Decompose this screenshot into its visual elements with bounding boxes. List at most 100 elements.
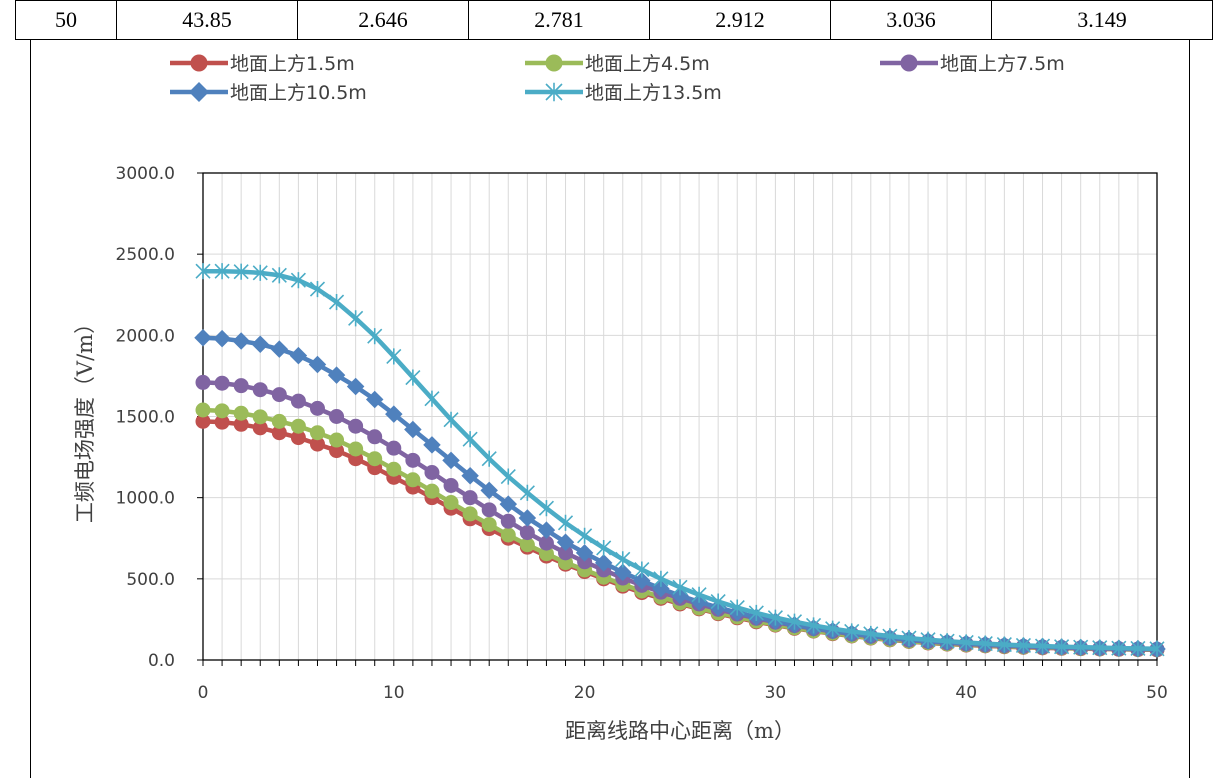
data-point (365, 390, 384, 409)
data-point (405, 472, 421, 488)
data-point (385, 405, 403, 423)
data-point (214, 403, 230, 419)
data-point (519, 484, 535, 501)
data-point (329, 409, 345, 424)
data-point (748, 604, 764, 621)
data-point (844, 623, 860, 640)
data-point (462, 490, 478, 506)
data-point (1073, 639, 1089, 656)
legend-item: 地面上方13.5m (525, 82, 722, 104)
data-point (252, 264, 268, 281)
x-tick-label: 0 (198, 683, 209, 703)
data-point (462, 506, 478, 522)
data-point (190, 54, 208, 72)
data-point (233, 378, 249, 394)
data-point (404, 420, 422, 439)
data-point (423, 436, 441, 454)
data-point (767, 609, 783, 626)
data-point (232, 332, 250, 350)
legend-item: 地面上方1.5m (170, 53, 355, 75)
data-point (194, 329, 212, 347)
data-point (672, 579, 688, 596)
y-tick-label: 500.0 (126, 570, 175, 590)
legend-label: 地面上方13.5m (585, 82, 722, 104)
data-point (1092, 639, 1108, 656)
data-point (424, 465, 440, 481)
table-cell: 2.781 (468, 0, 650, 40)
data-point (545, 82, 563, 102)
table-cell: 3.036 (830, 0, 992, 40)
y-tick-label: 2000.0 (116, 326, 175, 346)
data-point (958, 634, 974, 651)
data-point (252, 409, 268, 425)
data-point (863, 625, 879, 642)
data-point (538, 500, 555, 517)
data-point (233, 405, 249, 421)
x-tick-label: 40 (955, 683, 977, 703)
data-point (251, 335, 269, 354)
data-point (825, 620, 841, 637)
data-point (920, 631, 936, 648)
chart-frame (30, 40, 1190, 778)
data-point (901, 630, 917, 647)
table-cell: 3.149 (991, 0, 1213, 40)
data-point (481, 516, 497, 532)
data-point (213, 329, 231, 348)
data-point (1054, 638, 1070, 655)
legend: 地面上方1.5m 地面上方4.5m 地面上方7.5m 地面上方10.5m 地面上方13.… (170, 53, 1065, 104)
data-point (633, 572, 651, 590)
data-point (519, 525, 535, 541)
data-point (518, 509, 537, 527)
data-point (1034, 637, 1051, 655)
data-point (575, 544, 594, 562)
table-cell: 50 (15, 0, 117, 40)
data-point (1015, 637, 1032, 654)
data-point (214, 375, 230, 391)
data-point (500, 513, 516, 529)
data-point (996, 636, 1012, 653)
x-tick-label: 20 (574, 683, 596, 703)
legend-item: 地面上方7.5m (880, 53, 1065, 75)
data-point (653, 570, 669, 587)
legend-label: 地面上方4.5m (585, 53, 710, 75)
data-point (195, 263, 211, 280)
data-point (500, 468, 516, 485)
data-point (308, 355, 327, 374)
data-point (499, 495, 518, 513)
y-tick-label: 3000.0 (116, 164, 175, 184)
legend-label: 地面上方7.5m (940, 53, 1065, 75)
data-point (462, 431, 478, 448)
data-point (481, 450, 497, 467)
data-point (443, 477, 459, 493)
data-point (328, 294, 345, 311)
data-point (424, 390, 440, 407)
data-point (500, 527, 516, 543)
legend-item: 地面上方4.5m (525, 53, 710, 75)
table-cell: 2.912 (649, 0, 831, 40)
data-point (386, 348, 402, 365)
data-point (367, 328, 383, 345)
x-tick-label: 50 (1146, 683, 1168, 703)
data-point (386, 461, 402, 477)
data-point (290, 418, 306, 434)
data-point (348, 310, 364, 327)
y-tick-label: 2500.0 (116, 245, 175, 265)
data-point (977, 635, 993, 652)
x-axis-label: 距离线路中心距离（m） (565, 719, 795, 743)
data-point (271, 387, 287, 403)
data-point (557, 514, 574, 531)
data-point (348, 418, 364, 434)
data-point (329, 432, 345, 448)
data-point (443, 495, 459, 511)
data-point (290, 393, 306, 409)
data-point (195, 402, 211, 418)
y-tick-label: 1500.0 (116, 408, 175, 428)
legend-label: 地面上方1.5m (230, 53, 355, 75)
data-point (1130, 640, 1146, 657)
data-point (405, 369, 421, 386)
data-point (195, 374, 211, 390)
data-point (309, 400, 325, 416)
data-point (710, 593, 726, 610)
series-group (194, 263, 1166, 658)
